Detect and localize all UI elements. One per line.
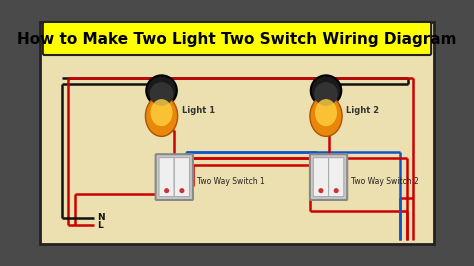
Circle shape [319, 188, 323, 193]
Circle shape [150, 82, 173, 106]
Text: Light 2: Light 2 [346, 106, 380, 115]
Ellipse shape [315, 99, 337, 126]
Text: Light 1: Light 1 [182, 106, 215, 115]
FancyBboxPatch shape [313, 157, 328, 197]
Text: L: L [97, 221, 103, 230]
Circle shape [314, 82, 338, 106]
Circle shape [311, 75, 341, 106]
Circle shape [164, 188, 169, 193]
FancyBboxPatch shape [310, 154, 347, 200]
Text: Two Way Switch 1: Two Way Switch 1 [197, 177, 265, 186]
Circle shape [179, 188, 184, 193]
Circle shape [334, 188, 339, 193]
FancyBboxPatch shape [155, 154, 193, 200]
Text: How to Make Two Light Two Switch Wiring Diagram: How to Make Two Light Two Switch Wiring … [17, 32, 457, 47]
Circle shape [146, 75, 177, 106]
Polygon shape [40, 22, 434, 244]
Ellipse shape [146, 96, 178, 136]
FancyBboxPatch shape [43, 22, 431, 55]
Text: N: N [97, 213, 105, 222]
FancyBboxPatch shape [328, 157, 344, 197]
FancyBboxPatch shape [174, 157, 190, 197]
Text: Two Way Switch 2: Two Way Switch 2 [351, 177, 419, 186]
Ellipse shape [310, 96, 342, 136]
FancyBboxPatch shape [159, 157, 174, 197]
Ellipse shape [151, 99, 173, 126]
